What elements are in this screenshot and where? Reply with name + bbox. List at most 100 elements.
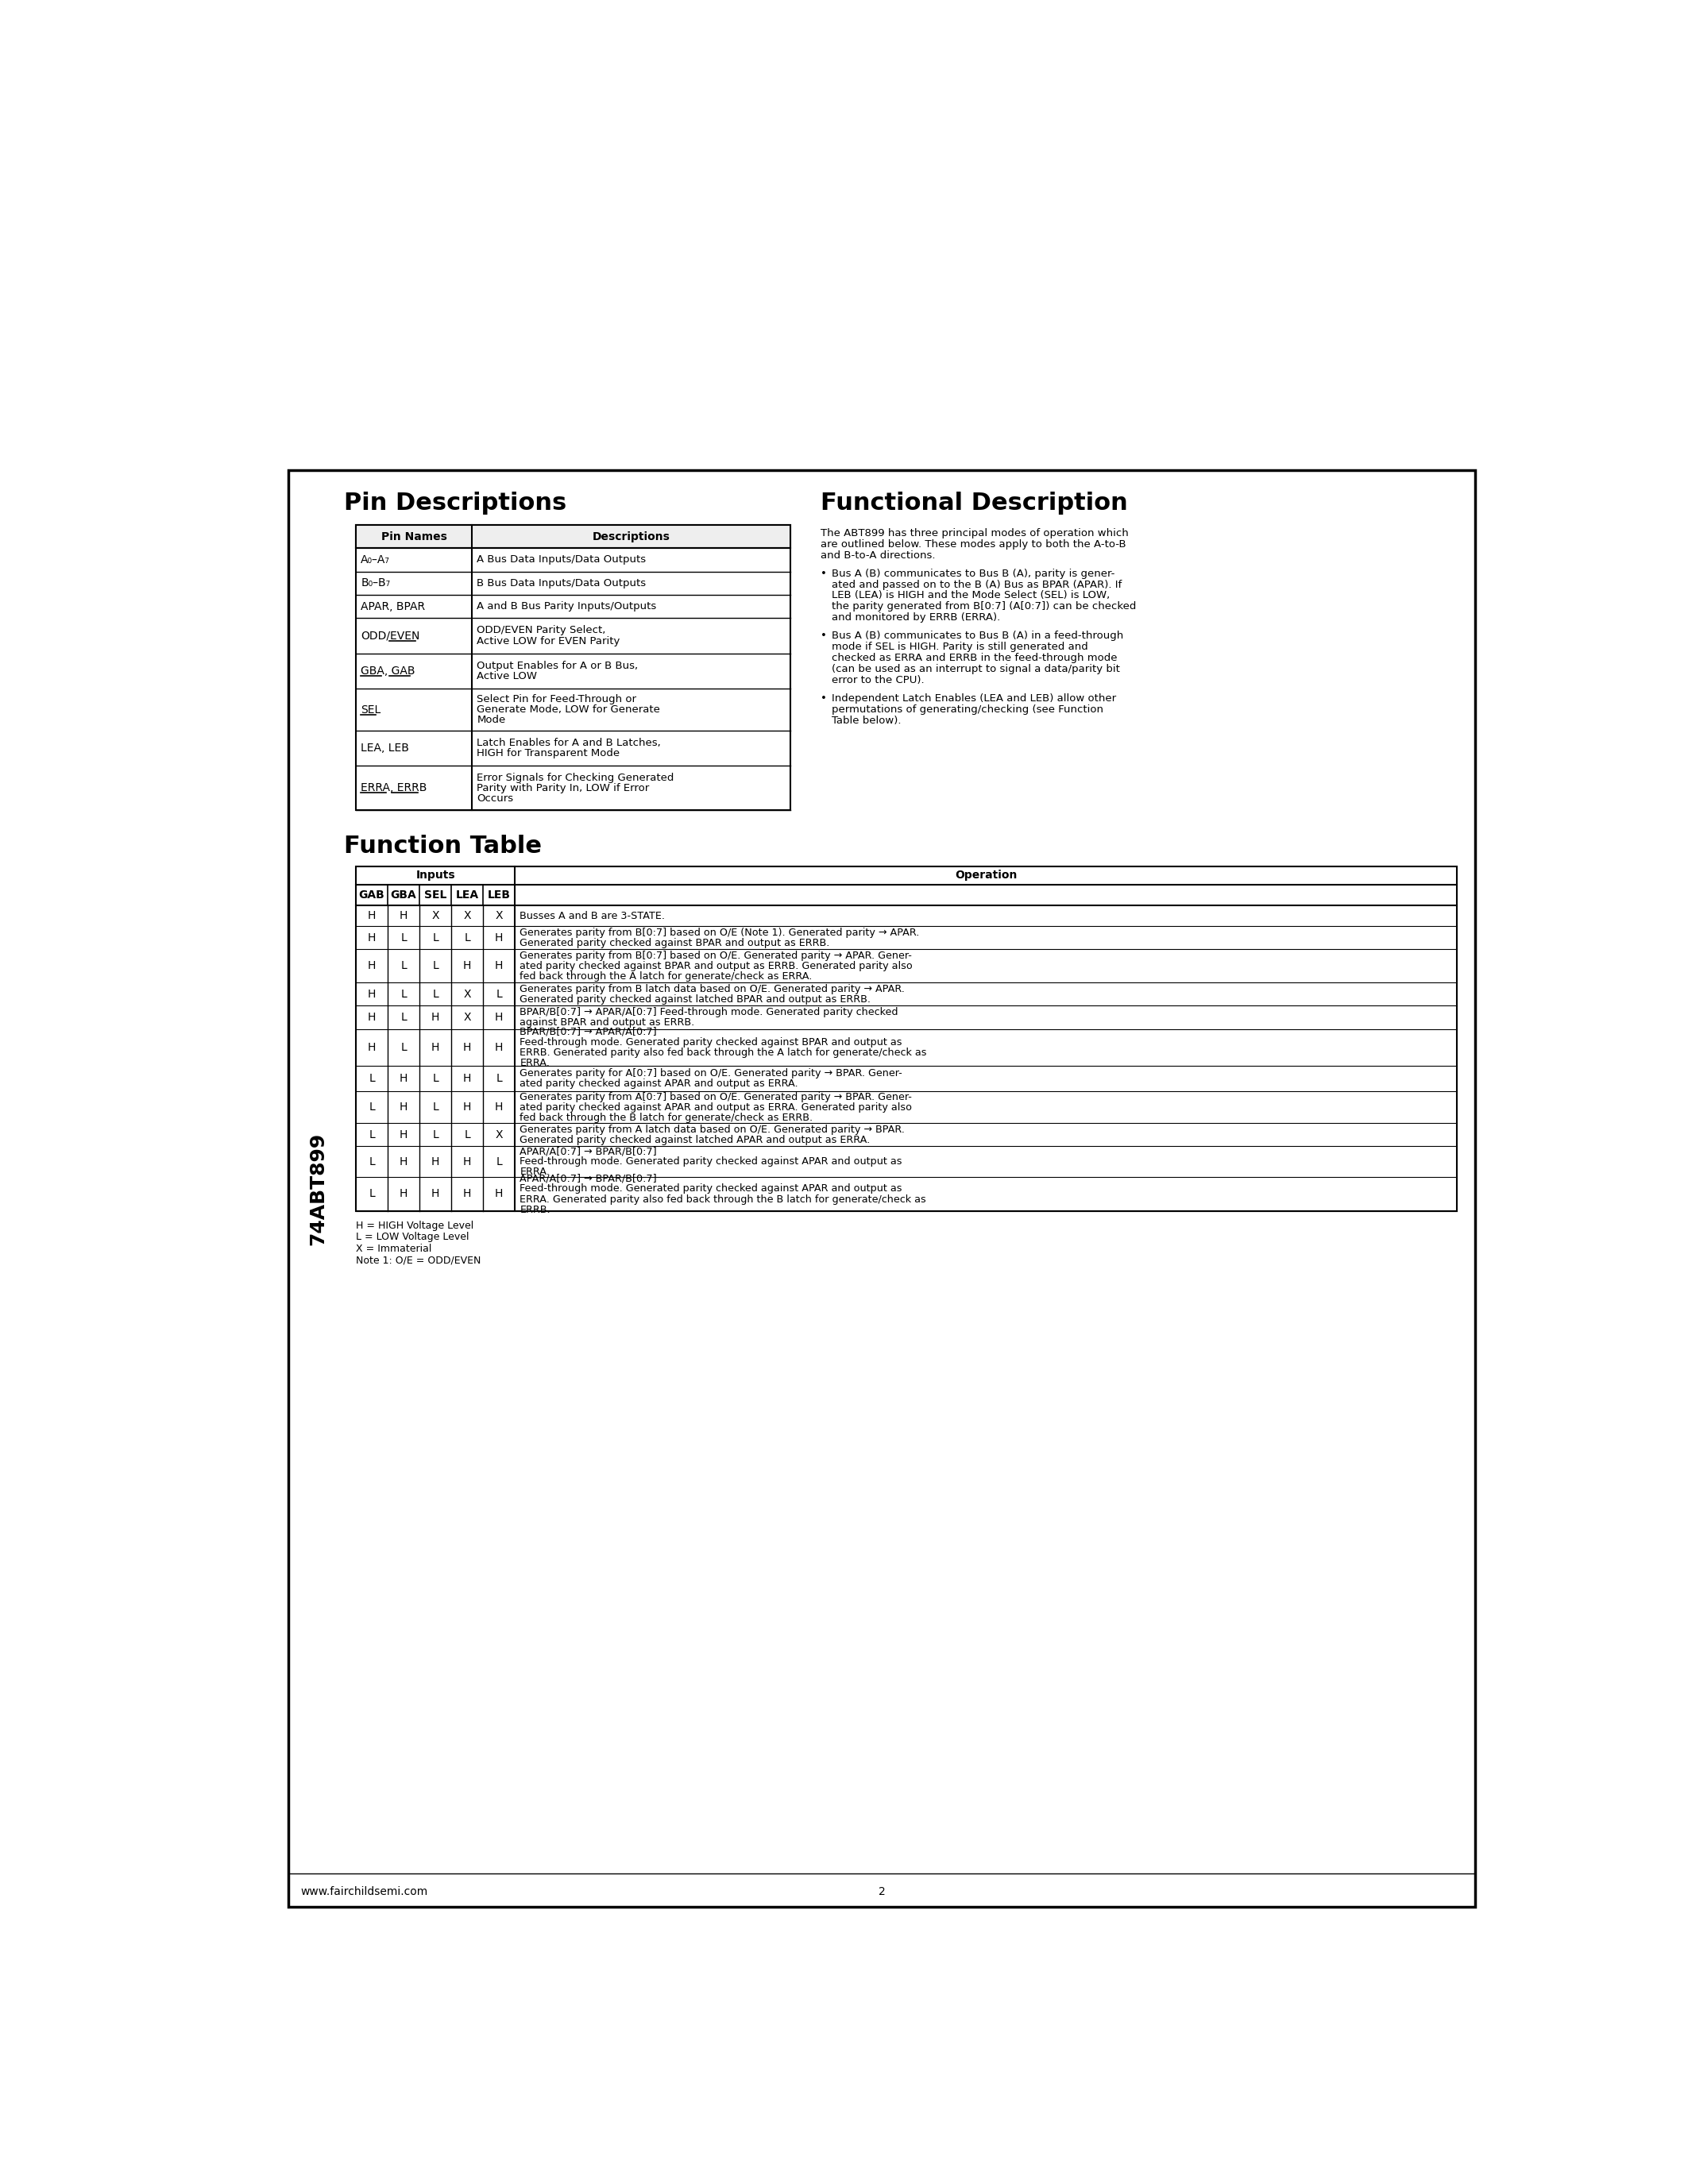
Text: BPAR/B[0:7] → APAR/A[0:7] Feed-through mode. Generated parity checked: BPAR/B[0:7] → APAR/A[0:7] Feed-through m…: [520, 1007, 898, 1018]
Text: GBA, GAB: GBA, GAB: [361, 666, 415, 677]
Text: H: H: [368, 1042, 376, 1053]
Text: H: H: [368, 911, 376, 922]
Text: Active LOW: Active LOW: [478, 670, 537, 681]
Text: •: •: [820, 568, 827, 579]
Text: Function Table: Function Table: [344, 834, 542, 858]
Text: Table below).: Table below).: [832, 714, 901, 725]
Text: and monitored by ERRB (ERRA).: and monitored by ERRB (ERRA).: [832, 612, 1001, 622]
Text: APAR, BPAR: APAR, BPAR: [361, 601, 425, 612]
Text: H: H: [432, 1155, 439, 1166]
Text: GAB: GAB: [360, 889, 385, 900]
Text: Generated parity checked against latched BPAR and output as ERRB.: Generated parity checked against latched…: [520, 994, 871, 1005]
Text: HIGH for Transparent Mode: HIGH for Transparent Mode: [478, 749, 619, 758]
Text: L: L: [432, 1101, 439, 1114]
Text: Inputs: Inputs: [415, 869, 456, 880]
Text: fed back through the B latch for generate/check as ERRB.: fed back through the B latch for generat…: [520, 1112, 814, 1123]
Text: X: X: [432, 911, 439, 922]
Text: SEL: SEL: [424, 889, 447, 900]
Text: L: L: [464, 933, 471, 943]
Text: L: L: [432, 1072, 439, 1083]
Text: GBA: GBA: [390, 889, 417, 900]
Text: the parity generated from B[0:7] (A[0:7]) can be checked: the parity generated from B[0:7] (A[0:7]…: [832, 601, 1136, 612]
Text: B₀–B₇: B₀–B₇: [361, 577, 390, 590]
Text: •: •: [820, 631, 827, 642]
Text: Feed-through mode. Generated parity checked against APAR and output as: Feed-through mode. Generated parity chec…: [520, 1158, 903, 1166]
Text: ated parity checked against APAR and output as ERRA. Generated parity also: ated parity checked against APAR and out…: [520, 1103, 912, 1112]
Text: 74ABT899: 74ABT899: [309, 1131, 327, 1245]
Text: ated parity checked against BPAR and output as ERRB. Generated parity also: ated parity checked against BPAR and out…: [520, 961, 913, 972]
Text: L: L: [496, 1072, 501, 1083]
Text: X: X: [464, 1011, 471, 1022]
Text: L: L: [400, 933, 407, 943]
Text: L: L: [400, 989, 407, 1000]
Text: Descriptions: Descriptions: [592, 531, 670, 542]
Text: Note 1: O/E = ODD/EVEN: Note 1: O/E = ODD/EVEN: [356, 1256, 481, 1265]
Text: H: H: [400, 1188, 408, 1199]
Text: L: L: [368, 1155, 375, 1166]
Text: •: •: [820, 692, 827, 703]
Text: H: H: [495, 1011, 503, 1022]
Text: L: L: [368, 1072, 375, 1083]
Text: L: L: [400, 1042, 407, 1053]
Text: LEA: LEA: [456, 889, 479, 900]
Text: Bus A (B) communicates to Bus B (A) in a feed-through: Bus A (B) communicates to Bus B (A) in a…: [832, 631, 1124, 642]
Text: H: H: [400, 1155, 408, 1166]
Text: ODD/EVEN Parity Select,: ODD/EVEN Parity Select,: [478, 625, 606, 636]
Text: Latch Enables for A and B Latches,: Latch Enables for A and B Latches,: [478, 738, 662, 749]
Text: Feed-through mode. Generated parity checked against BPAR and output as: Feed-through mode. Generated parity chec…: [520, 1037, 903, 1048]
Text: ERRA, ERRB: ERRA, ERRB: [361, 782, 427, 793]
Text: L: L: [368, 1101, 375, 1114]
Text: H: H: [368, 933, 376, 943]
Text: H: H: [463, 1042, 471, 1053]
Text: H: H: [368, 961, 376, 972]
Text: ERRA.: ERRA.: [520, 1057, 550, 1068]
Text: H: H: [432, 1188, 439, 1199]
Bar: [356, 867, 1457, 1212]
Text: L: L: [432, 989, 439, 1000]
Text: against BPAR and output as ERRB.: against BPAR and output as ERRB.: [520, 1018, 695, 1029]
Text: H: H: [432, 1011, 439, 1022]
Text: B Bus Data Inputs/Data Outputs: B Bus Data Inputs/Data Outputs: [478, 579, 647, 587]
Text: H: H: [463, 1101, 471, 1114]
Text: APAR/A[0:7] → BPAR/B[0:7]: APAR/A[0:7] → BPAR/B[0:7]: [520, 1173, 657, 1184]
Text: Generates parity from A[0:7] based on O/E. Generated parity → BPAR. Gener-: Generates parity from A[0:7] based on O/…: [520, 1092, 912, 1103]
Text: L: L: [496, 1155, 501, 1166]
Text: Mode: Mode: [478, 714, 506, 725]
Text: Feed-through mode. Generated parity checked against APAR and output as: Feed-through mode. Generated parity chec…: [520, 1184, 903, 1195]
Text: L: L: [400, 1011, 407, 1022]
Text: A Bus Data Inputs/Data Outputs: A Bus Data Inputs/Data Outputs: [478, 555, 647, 566]
Text: BPAR/B[0:7] → APAR/A[0:7]: BPAR/B[0:7] → APAR/A[0:7]: [520, 1026, 657, 1037]
Text: H: H: [495, 1042, 503, 1053]
Text: X: X: [464, 989, 471, 1000]
Text: Functional Description: Functional Description: [820, 491, 1128, 515]
Text: H: H: [432, 1042, 439, 1053]
Text: A and B Bus Parity Inputs/Outputs: A and B Bus Parity Inputs/Outputs: [478, 601, 657, 612]
Text: APAR/A[0:7] → BPAR/B[0:7]: APAR/A[0:7] → BPAR/B[0:7]: [520, 1147, 657, 1155]
Text: L: L: [400, 961, 407, 972]
Text: H: H: [463, 1155, 471, 1166]
Text: X: X: [464, 911, 471, 922]
Text: Select Pin for Feed-Through or: Select Pin for Feed-Through or: [478, 695, 636, 705]
Text: checked as ERRA and ERRB in the feed-through mode: checked as ERRA and ERRB in the feed-thr…: [832, 653, 1117, 664]
Text: H: H: [400, 1129, 408, 1140]
Text: L: L: [464, 1129, 471, 1140]
Bar: [356, 524, 790, 548]
Text: Parity with Parity In, LOW if Error: Parity with Parity In, LOW if Error: [478, 782, 650, 793]
Text: X = Immaterial: X = Immaterial: [356, 1243, 432, 1254]
Text: Output Enables for A or B Bus,: Output Enables for A or B Bus,: [478, 662, 638, 670]
Text: L = LOW Voltage Level: L = LOW Voltage Level: [356, 1232, 469, 1243]
Text: Busses A and B are 3-STATE.: Busses A and B are 3-STATE.: [520, 911, 665, 922]
Text: ERRB.: ERRB.: [520, 1203, 550, 1214]
Text: Generates parity from A latch data based on O/E. Generated parity → BPAR.: Generates parity from A latch data based…: [520, 1125, 905, 1136]
Text: permutations of generating/checking (see Function: permutations of generating/checking (see…: [832, 703, 1104, 714]
Text: Generated parity checked against BPAR and output as ERRB.: Generated parity checked against BPAR an…: [520, 937, 830, 948]
Text: Bus A (B) communicates to Bus B (A), parity is gener-: Bus A (B) communicates to Bus B (A), par…: [832, 568, 1114, 579]
Text: H: H: [463, 1188, 471, 1199]
Text: ERRA.: ERRA.: [520, 1166, 550, 1177]
Text: ERRB. Generated parity also fed back through the A latch for generate/check as: ERRB. Generated parity also fed back thr…: [520, 1048, 927, 1057]
Text: LEB (LEA) is HIGH and the Mode Select (SEL) is LOW,: LEB (LEA) is HIGH and the Mode Select (S…: [832, 590, 1111, 601]
Text: LEA, LEB: LEA, LEB: [361, 743, 408, 753]
Text: fed back through the A latch for generate/check as ERRA.: fed back through the A latch for generat…: [520, 972, 812, 981]
Text: L: L: [432, 961, 439, 972]
Text: H: H: [400, 1072, 408, 1083]
